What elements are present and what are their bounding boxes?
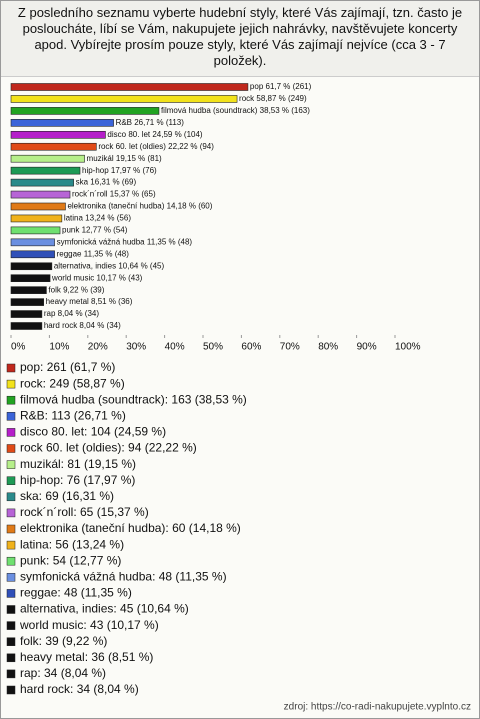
legend-marker (6, 556, 16, 566)
value-label: symfonická vážná hudba 11,35 % (48) (57, 237, 193, 246)
value-label: pop 61,7 % (261) (250, 82, 312, 91)
legend-label: folk: 39 (9,22 %) (20, 634, 107, 648)
value-label: muzikál 19,15 % (81) (87, 154, 162, 163)
legend-marker (6, 395, 16, 405)
value-label: disco 80. let 24,59 % (104) (107, 130, 203, 139)
legend-label: rap: 34 (8,04 %) (20, 666, 106, 680)
legend-marker (6, 428, 16, 437)
legend-marker (6, 589, 16, 598)
legend-marker (6, 637, 16, 646)
bar (10, 286, 47, 294)
bar (10, 214, 63, 223)
legend-marker (6, 605, 16, 614)
legend-marker (6, 363, 16, 373)
bar (10, 131, 106, 139)
bar (10, 202, 66, 211)
bar (10, 154, 85, 163)
value-label: R&B 26,71 % (113) (116, 118, 185, 127)
bar (10, 95, 238, 103)
bar (10, 119, 114, 127)
legend-marker (6, 412, 16, 421)
bar (10, 142, 97, 151)
value-label: latina 13,24 % (56) (64, 214, 131, 223)
value-label: hard rock 8,04 % (34) (44, 321, 121, 330)
legend-label: elektronika (taneční hudba): 60 (14,18 %… (20, 521, 241, 535)
legend-label: alternativa, indies: 45 (10,64 %) (20, 602, 189, 616)
legend-marker (6, 653, 16, 663)
x-tick-label: 50% (203, 342, 223, 353)
bar (10, 107, 160, 115)
value-label: heavy metal 8,51 % (36) (46, 297, 133, 306)
legend-marker (6, 540, 16, 550)
legend-label: rock´n´roll: 65 (15,37 %) (20, 505, 149, 519)
value-label: elektronika (taneční hudba) 14,18 % (60) (67, 202, 212, 211)
x-tick-label: 40% (165, 342, 185, 353)
bar (10, 274, 51, 283)
value-label: world music 10,17 % (43) (51, 273, 143, 282)
x-tick-label: 10% (49, 342, 69, 353)
legend-label: hard rock: 34 (8,04 %) (20, 682, 139, 696)
value-label: hip-hop 17,97 % (76) (82, 166, 157, 175)
value-label: rock 60. let (oldies) 22,22 % (94) (98, 142, 214, 151)
legend-label: world music: 43 (10,17 %) (19, 618, 159, 632)
value-label: rock´n´roll 15,37 % (65) (72, 190, 156, 199)
value-label: filmová hudba (soundtrack) 38,53 % (163) (161, 106, 310, 115)
legend-label: ska: 69 (16,31 %) (20, 489, 114, 503)
bar (10, 83, 249, 91)
legend-label: muzikál: 81 (19,15 %) (20, 457, 136, 471)
bar (10, 166, 81, 175)
legend-marker (6, 508, 16, 518)
x-tick-label: 0% (11, 342, 26, 353)
legend-label: heavy metal: 36 (8,51 %) (20, 650, 153, 664)
x-tick-label: 30% (126, 342, 146, 353)
legend-label: latina: 56 (13,24 %) (20, 537, 124, 551)
value-label: ska 16,31 % (69) (76, 178, 137, 187)
legend-label: hip-hop: 76 (17,97 %) (20, 473, 135, 487)
bar (10, 322, 43, 330)
value-label: rap 8,04 % (34) (44, 309, 99, 318)
value-label: folk 9,22 % (39) (48, 285, 104, 294)
legend-label: rock: 249 (58,87 %) (20, 376, 125, 390)
value-label: rock 58,87 % (249) (239, 94, 307, 103)
legend-marker (6, 621, 16, 630)
x-tick-label: 20% (88, 342, 108, 353)
bar (10, 178, 74, 187)
legend-label: R&B: 113 (26,71 %) (20, 408, 126, 422)
x-tick-label: 80% (318, 342, 338, 353)
x-tick-label: 70% (280, 342, 300, 353)
bar (10, 190, 71, 199)
chart-title: Z posledního seznamu vyberte hudební sty… (1, 1, 479, 77)
x-tick-label: 60% (241, 342, 261, 353)
bar (10, 310, 43, 318)
x-tick-label: 90% (357, 342, 377, 353)
legend-label: symfonická vážná hudba: 48 (11,35 %) (20, 569, 227, 583)
legend-marker (6, 685, 16, 695)
bar (10, 238, 55, 247)
legend-marker (6, 524, 16, 534)
source: zdroj: https://co-radi-nakupujete.vyplnt… (284, 702, 471, 713)
legend-marker (6, 492, 16, 502)
legend-marker (6, 460, 16, 469)
value-label: reggae 11,35 % (48) (57, 249, 130, 258)
legend-label: pop: 261 (61,7 %) (20, 360, 115, 374)
legend-label: filmová hudba (soundtrack): 163 (38,53 %… (20, 392, 247, 406)
legend-label: punk: 54 (12,77 %) (20, 553, 121, 567)
legend-label: reggae: 48 (11,35 %) (20, 586, 132, 600)
legend-label: disco 80. let: 104 (24,59 %) (20, 425, 166, 439)
bar (10, 262, 53, 271)
value-label: punk 12,77 % (54) (62, 226, 128, 235)
bar (10, 226, 61, 235)
legend-marker (6, 379, 16, 389)
legend-marker (6, 669, 16, 679)
bar (10, 298, 44, 306)
value-label: alternativa, indies 10,64 % (45) (54, 261, 165, 270)
legend-marker (6, 476, 16, 485)
legend-label: rock 60. let (oldies): 94 (22,22 %) (20, 441, 197, 455)
legend-marker (6, 573, 16, 582)
bar (10, 250, 55, 259)
x-tick-label: 100% (395, 342, 421, 353)
legend-marker (6, 444, 16, 453)
